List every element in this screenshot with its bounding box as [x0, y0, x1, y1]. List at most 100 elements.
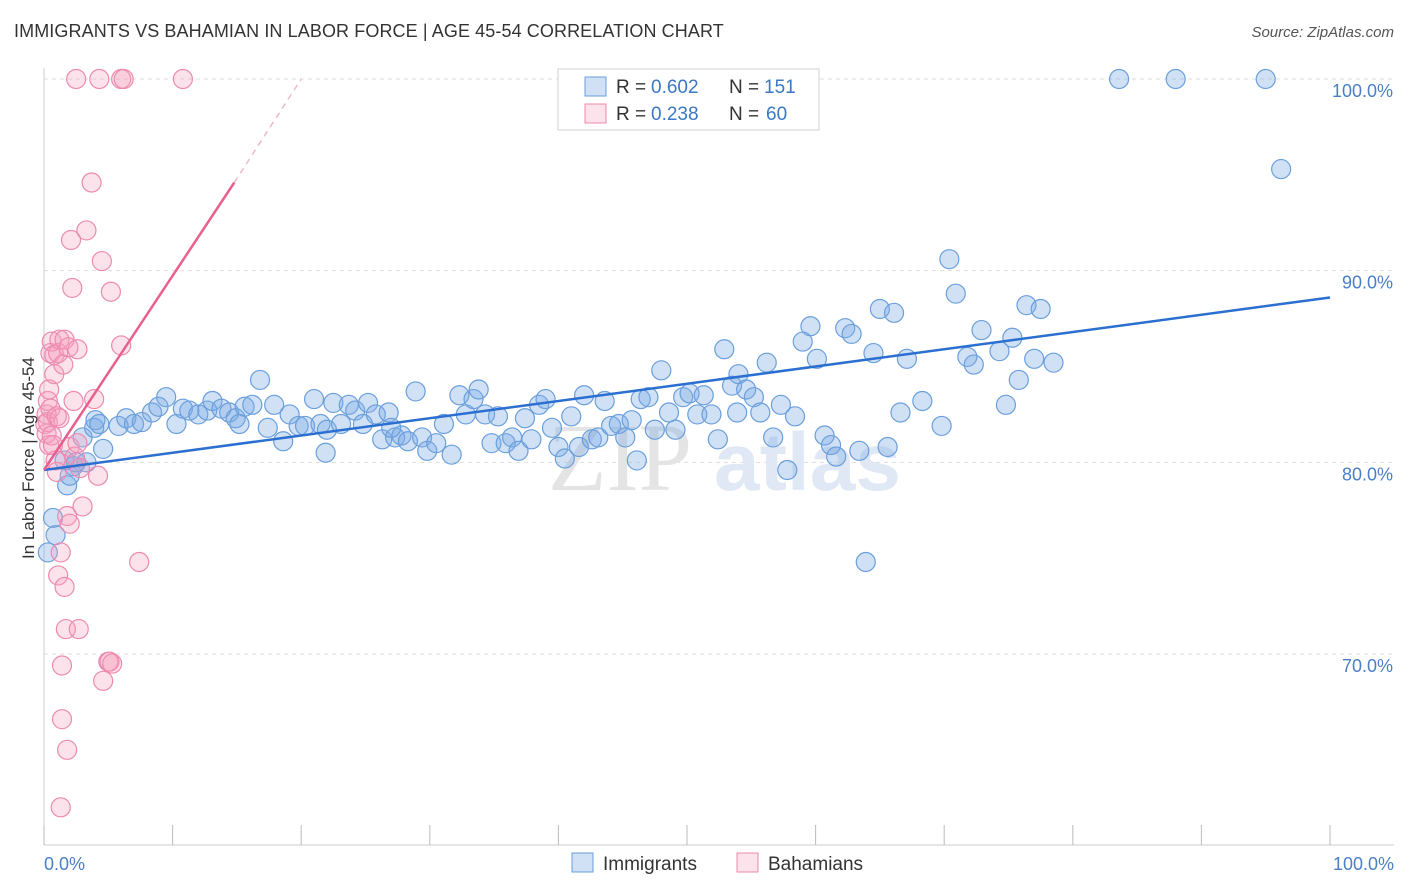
bahamians-trend-extension — [233, 78, 302, 183]
bahamians-point — [102, 653, 123, 674]
immigrants-point — [365, 404, 386, 425]
x-tick-labels: 0.0% 100.0% — [44, 854, 1394, 874]
bahamians-point — [54, 576, 75, 598]
immigrants-point — [495, 433, 516, 454]
bahamians-trend-line — [42, 181, 236, 471]
immigrants-point — [541, 417, 563, 438]
immigrants-point — [890, 402, 911, 423]
bahamians-point — [68, 618, 89, 640]
immigrants-point — [514, 408, 536, 429]
immigrants-point — [855, 551, 876, 573]
immigrants-point — [743, 387, 764, 408]
immigrants-point — [665, 419, 686, 440]
immigrants-point — [841, 323, 862, 345]
immigrants-point — [508, 440, 529, 461]
immigrants-point — [608, 413, 629, 435]
immigrants-point — [426, 433, 447, 454]
trend-lines — [42, 78, 1331, 472]
immigrants-point — [658, 402, 680, 423]
immigrants-point — [1165, 68, 1186, 90]
immigrants-point — [405, 381, 426, 402]
immigrants-point — [323, 392, 344, 414]
y-tick-label: 70.0% — [1342, 656, 1393, 676]
bahamians-point — [129, 551, 150, 573]
immigrants-point — [826, 446, 847, 467]
immigrants-point — [777, 459, 798, 481]
immigrants-point — [931, 415, 952, 437]
bahamians-point — [89, 68, 110, 90]
immigrants-point — [756, 352, 777, 373]
immigrants-point — [433, 413, 455, 435]
immigrants-point — [971, 319, 992, 341]
immigrants-point — [548, 436, 569, 458]
immigrants-point — [219, 402, 240, 423]
bahamians-point — [172, 68, 193, 90]
x-tick-label-max: 100.0% — [1333, 854, 1394, 874]
bahamians-point — [63, 390, 84, 412]
bahamians-point — [67, 433, 88, 454]
immigrants-trend-line — [43, 296, 1331, 472]
y-axis-label: In Labor Force | Age 45-54 — [19, 357, 38, 559]
bahamians-point — [67, 339, 88, 360]
immigrants-point — [1043, 352, 1064, 373]
immigrants-point — [939, 249, 960, 270]
bahamians-point — [113, 68, 134, 90]
immigrants-point — [85, 410, 106, 431]
immigrants-point — [995, 394, 1017, 415]
immigrants-point — [784, 406, 806, 427]
immigrants-point — [391, 425, 412, 446]
immigrants-point — [770, 394, 791, 415]
immigrants-point — [378, 402, 399, 423]
bahamians-points — [35, 68, 193, 818]
bottom-legend-immigrants: Immigrants — [603, 854, 697, 875]
immigrants-point — [912, 390, 933, 412]
immigrants-point — [234, 396, 255, 417]
immigrants-point — [481, 433, 502, 454]
legend-n-value-2: 60 — [766, 104, 787, 125]
bottom-legend-bahamians: Bahamians — [768, 854, 863, 875]
bahamians-point — [51, 709, 73, 730]
immigrants-point — [701, 404, 722, 425]
immigrants-point — [644, 419, 665, 440]
immigrants-point — [849, 440, 870, 461]
immigrants-point — [381, 417, 402, 438]
immigrants-point — [588, 427, 609, 448]
immigrants-point — [945, 283, 966, 304]
immigrants-point — [963, 354, 984, 375]
immigrants-point — [166, 413, 187, 435]
legend-swatch-immigrants — [584, 76, 607, 97]
immigrants-point — [820, 434, 842, 456]
immigrants-point — [264, 394, 285, 415]
immigrants-point — [763, 427, 784, 448]
bottom-legend-swatch-immigrants — [571, 852, 594, 873]
immigrants-point — [123, 413, 145, 435]
legend-swatch-bahamians — [584, 103, 607, 124]
bahamians-point — [93, 670, 114, 691]
legend-r-label-1: R = — [616, 77, 646, 98]
immigrants-point — [601, 415, 622, 437]
immigrants-point — [574, 385, 595, 406]
immigrants-point — [736, 379, 757, 400]
watermark: ZIP atlas — [548, 404, 901, 511]
immigrants-point — [835, 318, 856, 339]
immigrants-point — [463, 388, 484, 410]
immigrants-point — [877, 436, 898, 458]
bahamians-point — [53, 354, 74, 375]
immigrants-point — [141, 402, 163, 423]
bahamians-point — [49, 408, 70, 429]
bahamians-point — [50, 797, 71, 818]
immigrants-point — [673, 387, 694, 408]
y-tick-labels: 70.0% 80.0% 90.0% 100.0% — [1332, 81, 1393, 676]
immigrants-point — [800, 316, 821, 337]
immigrants-point — [1008, 369, 1029, 391]
immigrants-point — [521, 429, 542, 450]
immigrants-point — [315, 442, 336, 463]
bahamians-point — [84, 388, 105, 410]
bahamians-point — [57, 739, 78, 760]
legend-box — [557, 68, 820, 131]
bahamians-point — [50, 542, 71, 563]
immigrants-point — [1002, 327, 1023, 348]
chart-title: IMMIGRANTS VS BAHAMIAN IN LABOR FORCE | … — [14, 21, 724, 41]
immigrants-point — [535, 388, 556, 410]
bahamians-point — [81, 172, 102, 193]
